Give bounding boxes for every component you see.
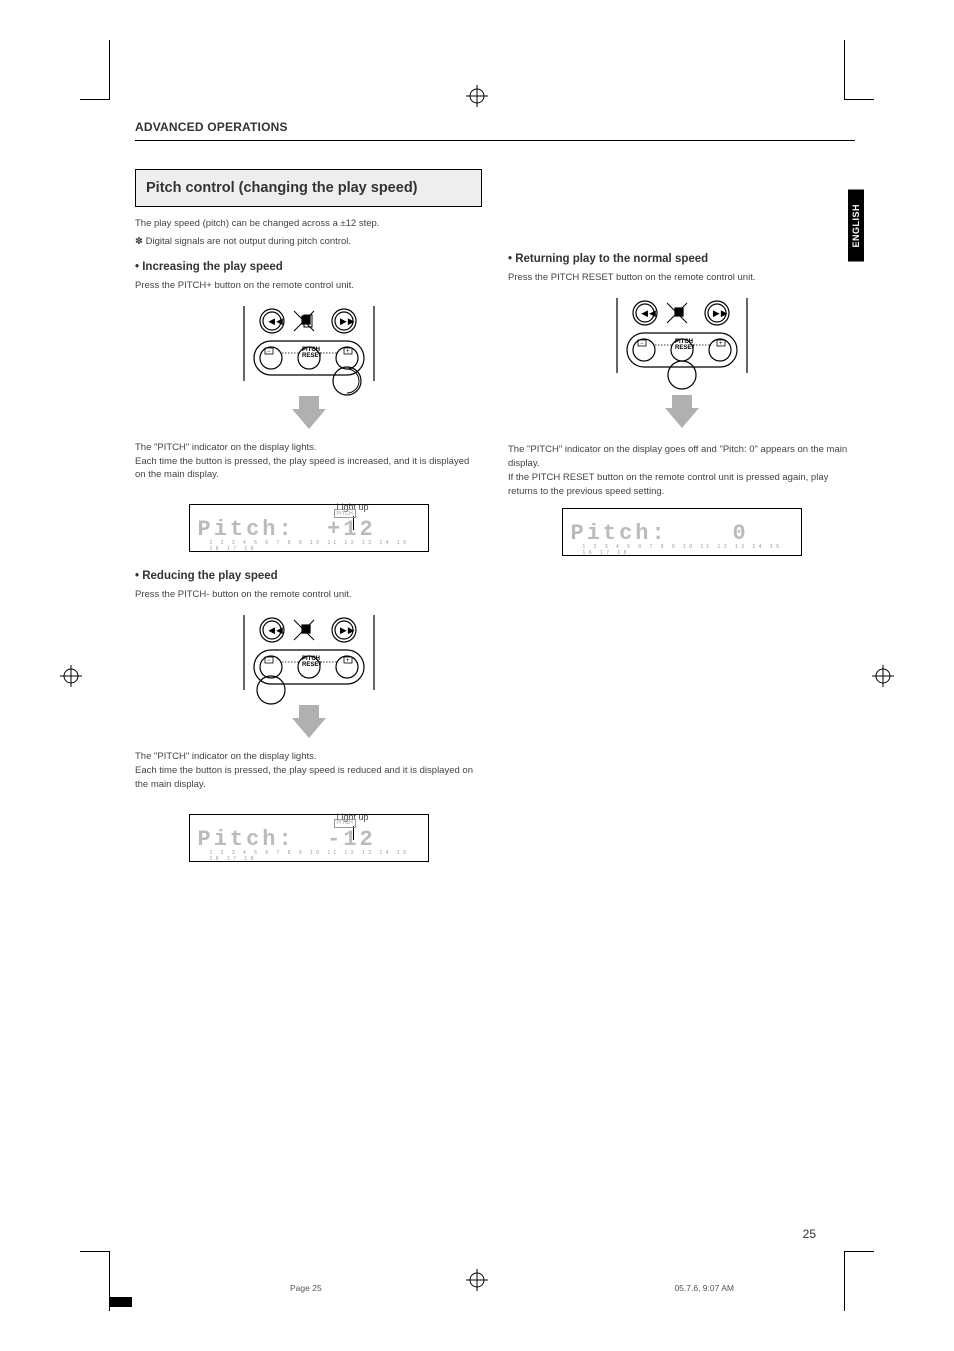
increase-heading: • Increasing the play speed (135, 261, 482, 273)
registration-mark (872, 665, 894, 687)
pitch-indicator: PITCH (334, 819, 356, 828)
remote-diagram-plus: ◄◄ ►► PITCH RESET − + (224, 301, 394, 431)
svg-text:◄◄: ◄◄ (268, 317, 284, 326)
remote-diagram-reset: ◄◄ ►► PITCH RESET − + (597, 293, 767, 433)
registration-mark (466, 85, 488, 107)
lcd-scale: 1 2 3 4 5 6 7 8 9 10 11 12 13 14 15 16 1… (198, 540, 420, 552)
crop-mark (844, 40, 874, 100)
svg-text:►►: ►► (339, 626, 355, 635)
lcd-display-reduce: Light up PITCH Pitch: -12 1 2 3 4 5 6 7 … (189, 814, 429, 862)
return-result: The "PITCH" indicator on the display goe… (508, 443, 855, 498)
intro-text: The play speed (pitch) can be changed ac… (135, 217, 482, 231)
footnote-text: ✽ Digital signals are not output during … (135, 236, 482, 247)
section-header: ADVANCED OPERATIONS (135, 120, 855, 141)
remote-diagram-minus: ◄◄ ►► PITCH RESET − + (224, 610, 394, 740)
return-heading: • Returning play to the normal speed (508, 253, 855, 265)
footer-page: Page 25 (290, 1283, 322, 1293)
footer-timestamp: 05.7.6, 9:07 AM (674, 1283, 734, 1293)
crop-mark (80, 1251, 110, 1311)
page-number: 25 (803, 1227, 816, 1241)
feature-title: Pitch control (changing the play speed) (135, 169, 482, 207)
reduce-heading: • Reducing the play speed (135, 570, 482, 582)
pitch-indicator: PITCH (334, 509, 356, 518)
svg-text:−: − (267, 349, 271, 355)
lcd-text: Pitch: 0 (571, 521, 793, 546)
svg-text:−: − (640, 341, 644, 347)
crop-mark (80, 40, 110, 100)
lcd-display-increase: Light up PITCH Pitch: +12 1 2 3 4 5 6 7 … (189, 504, 429, 552)
svg-text:►►: ►► (339, 317, 355, 326)
svg-text:+: + (346, 658, 350, 664)
svg-text:−: − (267, 658, 271, 664)
crop-mark (844, 1251, 874, 1311)
print-bar (110, 1297, 132, 1307)
increase-instruction: Press the PITCH+ button on the remote co… (135, 279, 482, 293)
lcd-display-return: Pitch: 0 1 2 3 4 5 6 7 8 9 10 11 12 13 1… (562, 508, 802, 556)
return-instruction: Press the PITCH RESET button on the remo… (508, 271, 855, 285)
svg-text:+: + (346, 349, 350, 355)
reduce-result: The "PITCH" indicator on the display lig… (135, 750, 482, 791)
svg-text:◄◄: ◄◄ (268, 626, 284, 635)
increase-result: The "PITCH" indicator on the display lig… (135, 441, 482, 482)
svg-text:◄◄: ◄◄ (641, 309, 657, 318)
footer: Page 25 05.7.6, 9:07 AM (0, 1283, 954, 1293)
left-column: Pitch control (changing the play speed) … (135, 169, 482, 880)
right-column: • Returning play to the normal speed Pre… (508, 169, 855, 880)
lcd-scale: 1 2 3 4 5 6 7 8 9 10 11 12 13 14 15 16 1… (198, 850, 420, 862)
lcd-scale: 1 2 3 4 5 6 7 8 9 10 11 12 13 14 15 16 1… (571, 544, 793, 556)
reduce-instruction: Press the PITCH- button on the remote co… (135, 588, 482, 602)
lcd-text: Pitch: +12 (198, 517, 420, 542)
svg-text:►►: ►► (712, 309, 728, 318)
svg-text:+: + (719, 341, 723, 347)
registration-mark (60, 665, 82, 687)
lcd-text: Pitch: -12 (198, 827, 420, 852)
